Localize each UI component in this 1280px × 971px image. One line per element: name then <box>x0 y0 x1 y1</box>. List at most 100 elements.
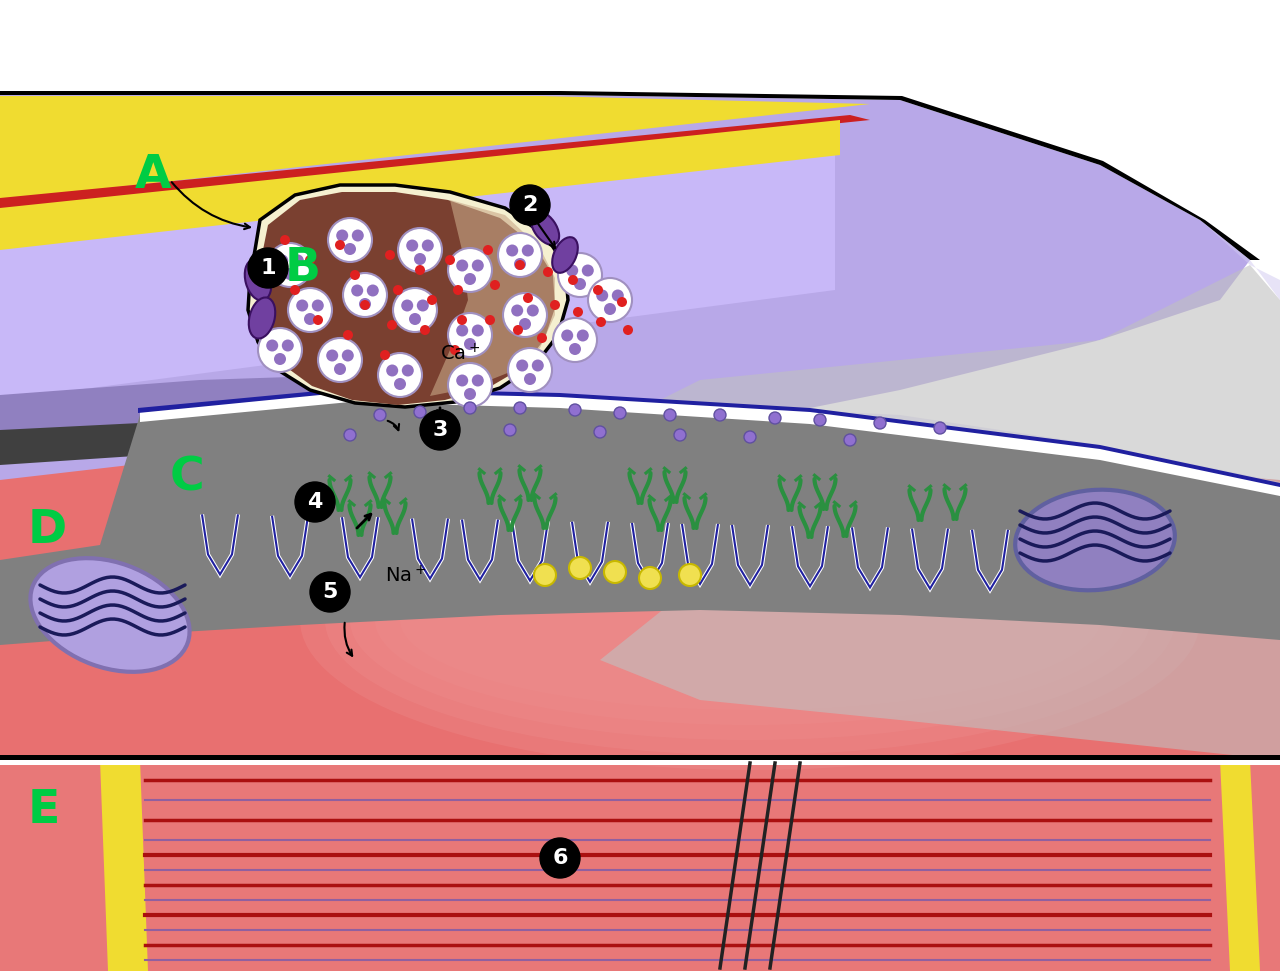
Circle shape <box>509 185 550 225</box>
Polygon shape <box>0 96 870 200</box>
Circle shape <box>393 285 403 295</box>
Circle shape <box>296 299 308 312</box>
Polygon shape <box>0 154 835 400</box>
Circle shape <box>465 338 476 350</box>
Polygon shape <box>248 185 568 407</box>
Circle shape <box>343 330 353 340</box>
Polygon shape <box>0 755 1280 760</box>
Circle shape <box>472 375 484 386</box>
Ellipse shape <box>31 558 189 672</box>
Polygon shape <box>257 192 556 405</box>
Circle shape <box>465 388 476 400</box>
Circle shape <box>614 407 626 419</box>
Circle shape <box>410 313 421 325</box>
Circle shape <box>511 305 524 317</box>
Circle shape <box>531 359 544 372</box>
Text: 4: 4 <box>307 492 323 512</box>
Circle shape <box>573 278 586 290</box>
Circle shape <box>516 359 529 372</box>
Circle shape <box>268 243 312 287</box>
Circle shape <box>515 402 526 414</box>
Circle shape <box>874 417 886 429</box>
Circle shape <box>524 373 536 385</box>
Circle shape <box>593 285 603 295</box>
Polygon shape <box>0 415 310 465</box>
Circle shape <box>317 338 362 382</box>
Circle shape <box>483 245 493 255</box>
Circle shape <box>448 363 492 407</box>
Circle shape <box>456 375 468 386</box>
Circle shape <box>453 285 463 295</box>
Circle shape <box>422 240 434 251</box>
Circle shape <box>344 429 356 441</box>
Circle shape <box>570 557 591 579</box>
Circle shape <box>508 348 552 392</box>
Circle shape <box>675 429 686 441</box>
Polygon shape <box>0 120 840 250</box>
Circle shape <box>594 426 605 438</box>
Circle shape <box>543 267 553 277</box>
Text: 2: 2 <box>522 195 538 215</box>
Circle shape <box>570 404 581 416</box>
Text: 5: 5 <box>323 582 338 602</box>
Circle shape <box>588 278 632 322</box>
Polygon shape <box>0 375 349 440</box>
Circle shape <box>393 288 436 332</box>
Circle shape <box>360 300 370 310</box>
Circle shape <box>344 243 356 255</box>
Circle shape <box>351 285 364 296</box>
Polygon shape <box>140 391 1280 496</box>
Polygon shape <box>0 758 1280 765</box>
Polygon shape <box>1220 760 1260 971</box>
Circle shape <box>553 318 596 362</box>
Circle shape <box>305 255 315 265</box>
Polygon shape <box>0 95 1251 500</box>
Circle shape <box>305 313 316 325</box>
Circle shape <box>534 564 556 586</box>
Circle shape <box>367 285 379 296</box>
Circle shape <box>417 299 429 312</box>
Circle shape <box>844 434 856 446</box>
Circle shape <box>558 253 602 297</box>
Ellipse shape <box>349 500 1149 740</box>
Text: 3: 3 <box>433 420 448 440</box>
Circle shape <box>259 328 302 372</box>
Circle shape <box>472 259 484 272</box>
Ellipse shape <box>531 212 559 245</box>
Circle shape <box>398 228 442 272</box>
Circle shape <box>498 233 541 277</box>
Text: 6: 6 <box>552 848 568 868</box>
Ellipse shape <box>244 259 271 301</box>
Circle shape <box>538 333 547 343</box>
Text: C: C <box>170 455 205 500</box>
Circle shape <box>280 235 291 245</box>
Circle shape <box>394 378 406 390</box>
Circle shape <box>415 265 425 275</box>
Polygon shape <box>430 200 556 396</box>
Circle shape <box>291 285 300 295</box>
Circle shape <box>284 268 296 280</box>
Circle shape <box>714 409 726 421</box>
Circle shape <box>540 838 580 878</box>
Circle shape <box>457 315 467 325</box>
Circle shape <box>420 325 430 335</box>
Circle shape <box>406 240 419 251</box>
Circle shape <box>378 353 422 397</box>
Text: 1: 1 <box>260 258 275 278</box>
Circle shape <box>573 307 582 317</box>
Circle shape <box>465 273 476 285</box>
Circle shape <box>310 572 349 612</box>
Circle shape <box>561 329 573 342</box>
Circle shape <box>276 254 288 266</box>
Circle shape <box>769 412 781 424</box>
Ellipse shape <box>552 237 577 273</box>
Circle shape <box>248 248 288 288</box>
Circle shape <box>428 295 436 305</box>
Circle shape <box>465 402 476 414</box>
Circle shape <box>596 317 605 327</box>
Circle shape <box>515 260 525 270</box>
Text: Ca$^+$: Ca$^+$ <box>440 343 480 364</box>
Circle shape <box>292 254 303 266</box>
Circle shape <box>448 248 492 292</box>
Circle shape <box>518 318 531 330</box>
